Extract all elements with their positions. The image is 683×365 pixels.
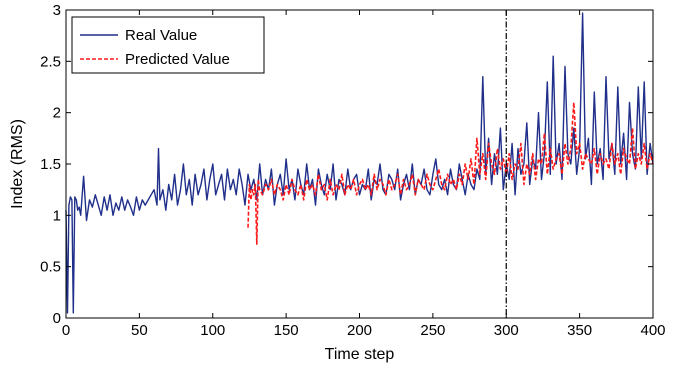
series-line-1 (65, 12, 654, 314)
legend: Real Value Predicted Value (71, 16, 265, 74)
y-tick-label: 0.5 (40, 259, 61, 276)
y-tick-label: 2.5 (40, 53, 61, 70)
x-tick-label: 250 (420, 322, 445, 339)
x-tick-label: 300 (494, 322, 519, 339)
tick-labels: 0 50 100 150 200 250 300 350 400 0 0.5 1 1.5 2 2.5 3 (40, 2, 665, 339)
x-tick-label: 100 (200, 322, 225, 339)
legend-label-2: Predicted Value (125, 51, 230, 68)
x-tick-label: 350 (567, 322, 592, 339)
x-tick-label: 50 (131, 322, 148, 339)
x-axis-title: Time step (325, 346, 395, 363)
x-tick-label: 400 (640, 322, 665, 339)
series-line-2 (247, 101, 654, 245)
legend-box (71, 16, 265, 74)
y-tick-label: 3 (53, 2, 61, 19)
y-tick-label: 2 (53, 105, 61, 122)
legend-label-1: Real Value (125, 27, 197, 44)
x-tick-label: 150 (274, 322, 299, 339)
y-tick-label: 1 (53, 207, 61, 224)
series-layer (65, 12, 654, 314)
x-tick-label: 200 (347, 322, 372, 339)
y-tick-label: 1.5 (40, 156, 61, 173)
x-tick-label: 0 (62, 322, 70, 339)
axes (65, 9, 654, 319)
y-tick-label: 0 (53, 310, 61, 327)
y-axis-title: Index (RMS) (9, 119, 26, 209)
